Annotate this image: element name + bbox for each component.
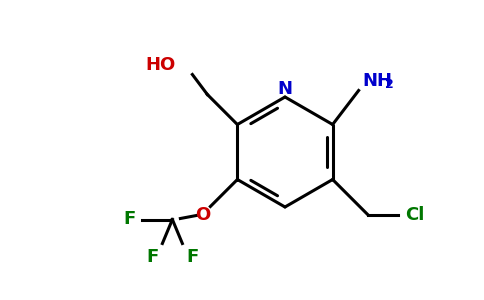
Text: N: N — [277, 80, 292, 98]
Text: O: O — [195, 206, 210, 224]
Text: HO: HO — [145, 56, 175, 74]
Text: 2: 2 — [385, 78, 393, 91]
Text: NH: NH — [363, 71, 393, 89]
Text: F: F — [123, 211, 136, 229]
Text: F: F — [186, 248, 198, 266]
Text: Cl: Cl — [405, 206, 424, 224]
Text: F: F — [146, 248, 158, 266]
